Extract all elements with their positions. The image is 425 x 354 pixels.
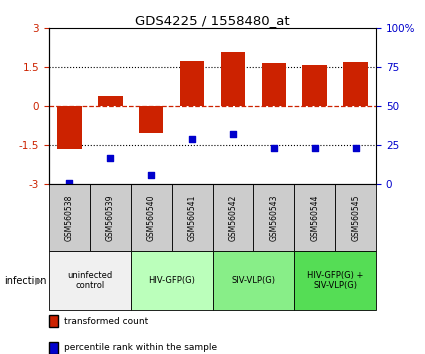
Text: HIV-GFP(G): HIV-GFP(G) <box>148 276 195 285</box>
Text: SIV-VLP(G): SIV-VLP(G) <box>231 276 275 285</box>
Bar <box>335 184 376 251</box>
Point <box>312 145 318 151</box>
Text: uninfected
control: uninfected control <box>67 271 112 290</box>
Text: GSM560545: GSM560545 <box>351 194 360 241</box>
Text: GSM560538: GSM560538 <box>65 194 74 241</box>
Point <box>230 131 236 137</box>
Bar <box>294 251 376 310</box>
Text: GSM560543: GSM560543 <box>269 194 278 241</box>
Bar <box>221 52 245 106</box>
Bar <box>343 62 368 106</box>
Bar <box>261 63 286 106</box>
Text: GSM560542: GSM560542 <box>229 194 238 241</box>
Point <box>107 155 113 160</box>
Text: GSM560540: GSM560540 <box>147 194 156 241</box>
Bar <box>49 184 90 251</box>
Bar <box>98 96 122 106</box>
Text: GSM560541: GSM560541 <box>187 194 196 241</box>
Bar <box>212 184 253 251</box>
Point <box>66 180 73 185</box>
Text: infection: infection <box>4 275 47 286</box>
Bar <box>90 184 131 251</box>
Bar <box>57 106 82 149</box>
Bar <box>131 184 172 251</box>
Text: GSM560539: GSM560539 <box>106 194 115 241</box>
Bar <box>294 184 335 251</box>
Title: GDS4225 / 1558480_at: GDS4225 / 1558480_at <box>135 14 290 27</box>
Text: ▶: ▶ <box>35 275 42 286</box>
Point <box>189 136 196 142</box>
Bar <box>172 184 212 251</box>
Text: HIV-GFP(G) +
SIV-VLP(G): HIV-GFP(G) + SIV-VLP(G) <box>307 271 363 290</box>
Text: percentile rank within the sample: percentile rank within the sample <box>64 343 217 353</box>
Bar <box>131 251 212 310</box>
Bar <box>180 61 204 106</box>
Bar <box>253 184 294 251</box>
Bar <box>49 251 131 310</box>
Point <box>148 172 155 178</box>
Bar <box>139 106 163 133</box>
Text: transformed count: transformed count <box>64 317 148 326</box>
Point <box>270 145 277 151</box>
Point <box>352 145 359 151</box>
Bar <box>303 65 327 106</box>
Text: GSM560544: GSM560544 <box>310 194 319 241</box>
Bar <box>212 251 294 310</box>
